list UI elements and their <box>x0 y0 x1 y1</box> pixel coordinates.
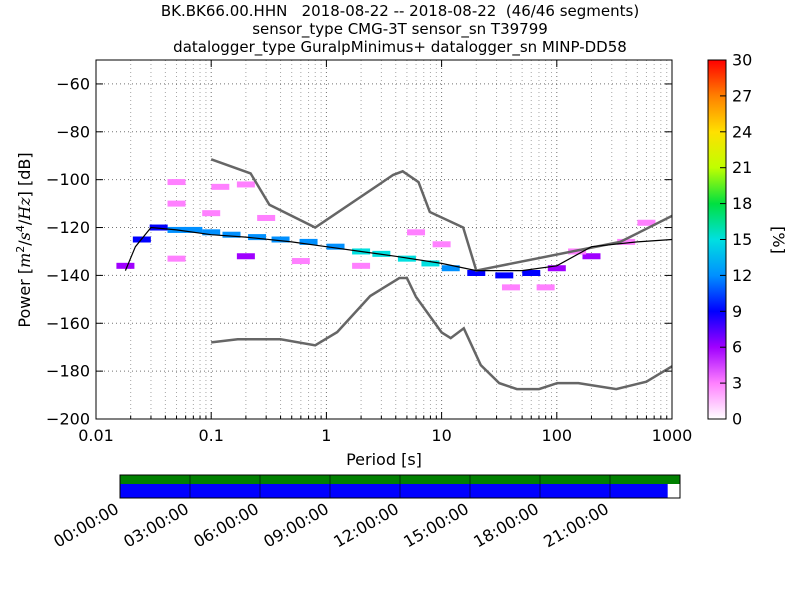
time-tick-label: 00:00:00 <box>50 499 122 551</box>
psd-density-cell <box>167 255 186 262</box>
time-tick-label: 21:00:00 <box>540 499 612 551</box>
noise-model-curves <box>124 158 672 391</box>
psd-density-cell <box>271 236 290 243</box>
colorbar-tick-label: 0 <box>732 410 742 429</box>
colorbar-tick-label: 27 <box>732 86 752 105</box>
psd-density-cell <box>441 265 460 272</box>
x-axis-ticks: 0.01 0.1 1 10 100 1000 <box>78 60 692 445</box>
psd-density-cell <box>211 183 230 190</box>
y-axis-label: Power [m2/s4/Hz] [dB] <box>14 152 34 327</box>
psd-density-cell <box>299 238 318 245</box>
x-tick-label: 0.1 <box>198 426 223 445</box>
x-tick-label: 1 <box>321 426 331 445</box>
chart-title-line-3: datalogger_type GuralpMinimus+ datalogge… <box>173 38 627 56</box>
colorbar-ticks: 0 3 6 9 12 15 18 21 24 27 30 <box>720 51 752 429</box>
psd-density-cell <box>236 253 255 260</box>
data-availability-bar <box>119 474 681 499</box>
y-tick-label: −140 <box>46 266 90 285</box>
psd-density-cell <box>257 214 276 221</box>
y-tick-label: −160 <box>46 314 90 333</box>
psd-density-cell <box>617 238 636 245</box>
psd-density-cell <box>202 210 221 217</box>
psd-density-cell <box>407 229 426 236</box>
colorbar-tick-label: 15 <box>732 230 752 249</box>
time-tick-label: 12:00:00 <box>330 499 402 551</box>
psd-density-cell <box>291 258 310 265</box>
new-low-noise-model-line <box>211 276 672 391</box>
x-axis-label: Period [s] <box>346 450 422 469</box>
psd-density-cell <box>149 224 168 231</box>
y-tick-label: −80 <box>56 122 90 141</box>
mean-psd-line <box>124 226 672 272</box>
availability-data-bar <box>120 484 668 498</box>
y-axis-ticks: −60 −80 −100 −120 −140 −160 −180 −200 <box>46 74 672 429</box>
psd-density-cell <box>582 253 601 260</box>
psd-density-cell <box>547 265 566 272</box>
time-tick-label: 18:00:00 <box>470 499 542 551</box>
psd-density-cell <box>202 229 221 236</box>
psd-density-cell <box>637 219 656 226</box>
psd-density-cell <box>222 231 241 238</box>
x-tick-label: 1000 <box>652 426 693 445</box>
colorbar-tick-label: 24 <box>732 122 752 141</box>
colorbar-tick-label: 6 <box>732 338 742 357</box>
time-axis-labels: 00:00:0003:00:0006:00:0009:00:0012:00:00… <box>50 499 612 551</box>
psd-density-cell <box>236 181 255 188</box>
colorbar-tick-label: 21 <box>732 158 752 177</box>
psd-density-cell <box>184 226 203 233</box>
psd-density-cells <box>116 179 656 291</box>
time-tick-label: 15:00:00 <box>400 499 472 551</box>
colorbar-tick-label: 3 <box>732 374 742 393</box>
plot-frame <box>95 59 673 420</box>
psd-density-cell <box>536 284 555 291</box>
x-tick-label: 0.01 <box>78 426 114 445</box>
psd-density-cell <box>495 272 514 279</box>
y-tick-label: −60 <box>56 74 90 93</box>
colorbar-tick-label: 30 <box>732 51 752 70</box>
psd-density-cell <box>352 262 371 269</box>
chart-title-line-2: sensor_type CMG-3T sensor_sn T39799 <box>252 20 548 38</box>
psd-density-cell <box>326 243 345 250</box>
y-tick-label: −180 <box>46 362 90 381</box>
y-tick-label: −200 <box>46 410 90 429</box>
y-tick-label: −100 <box>46 170 90 189</box>
grid-lines <box>95 60 672 420</box>
time-tick-label: 06:00:00 <box>190 499 262 551</box>
colorbar-tick-label: 18 <box>732 194 752 213</box>
colorbar-tick-label: 12 <box>732 266 752 285</box>
psd-density-cell <box>397 255 416 262</box>
colorbar-tick-label: 9 <box>732 302 742 321</box>
time-tick-label: 03:00:00 <box>120 499 192 551</box>
psd-density-cell <box>167 179 186 186</box>
psd-density-cell <box>501 284 520 291</box>
psd-density-cell <box>432 241 451 248</box>
psd-density-cell <box>522 270 541 277</box>
chart-title-line-1: BK.BK66.00.HHN 2018-08-22 -- 2018-08-22 … <box>160 2 640 20</box>
colorbar-label: [%] <box>769 226 788 254</box>
y-tick-label: −120 <box>46 218 90 237</box>
psd-density-cell <box>116 262 135 269</box>
psd-density-cell <box>167 200 186 207</box>
x-tick-label: 10 <box>431 426 451 445</box>
new-high-noise-model-line <box>210 158 672 273</box>
psd-density-cell <box>248 234 267 241</box>
psd-density-cell <box>421 260 440 267</box>
psd-density-cell <box>467 270 486 277</box>
time-tick-label: 09:00:00 <box>260 499 332 551</box>
x-tick-label: 100 <box>542 426 573 445</box>
